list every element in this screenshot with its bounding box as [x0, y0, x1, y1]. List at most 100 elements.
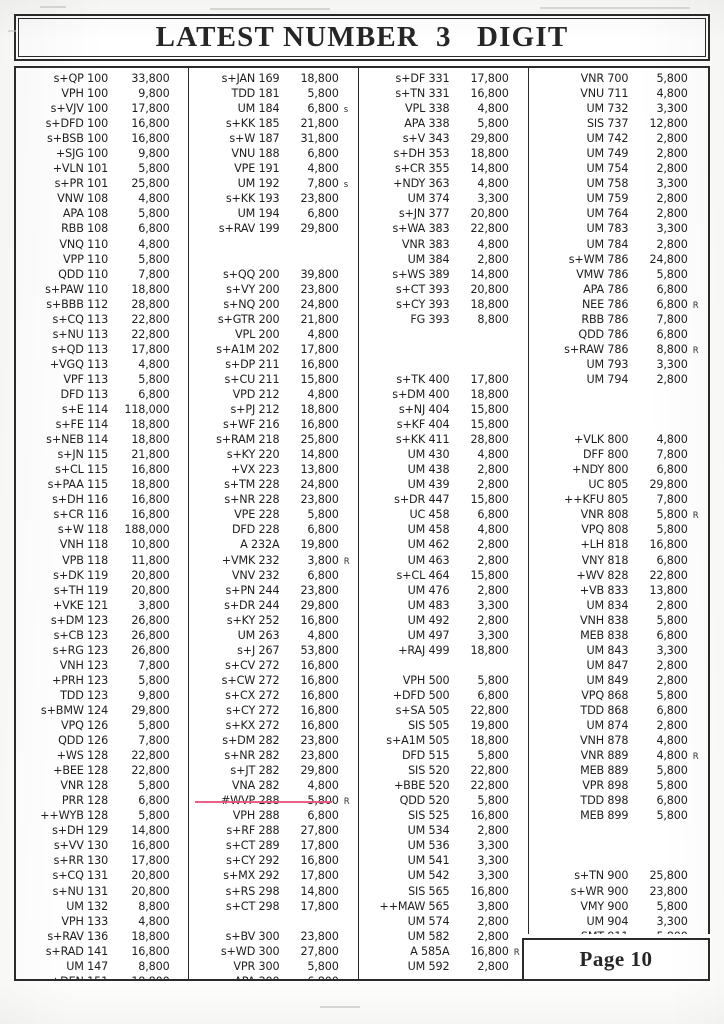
- table-row: s+CQ 131 20,800: [16, 868, 188, 883]
- row-amount: 5,800: [138, 207, 170, 221]
- row-amount: 16,800: [470, 884, 509, 898]
- row-amount: 25,800: [131, 177, 170, 191]
- row-code: UM 483: [407, 598, 450, 612]
- table-row: s+DH 129 14,800: [16, 823, 188, 838]
- row-amount: 22,800: [131, 764, 170, 778]
- row-code: +NDY 800: [572, 463, 629, 477]
- table-row: VPR 898 5,800: [529, 778, 708, 793]
- row-code: MEB 838: [580, 628, 629, 642]
- row-amount: 3,300: [477, 598, 509, 612]
- row-code: UM 263: [237, 628, 280, 642]
- table-row: SIS 565 16,800: [359, 884, 528, 899]
- row-amount: 20,800: [470, 282, 509, 296]
- row-code: DFD 113: [60, 387, 109, 401]
- row-amount: 7,800: [656, 493, 688, 507]
- table-row: s+NEB 114 18,800: [16, 432, 188, 447]
- table-row: s+TK 400 17,800: [359, 372, 528, 387]
- row-code: s+KK 411: [395, 433, 450, 447]
- row-code: +VGQ 113: [49, 357, 109, 371]
- row-amount: 23,800: [300, 749, 339, 763]
- row-code: UM 439: [407, 478, 450, 492]
- scan-speck: [320, 1006, 360, 1008]
- table-row: VPH 500 5,800: [359, 673, 528, 688]
- row-amount: 5,800: [307, 794, 339, 808]
- row-amount: 5,800: [138, 809, 170, 823]
- table-row: VPL 338 4,800: [359, 101, 528, 116]
- row-amount: 18,800: [470, 297, 509, 311]
- row-amount: 16,800: [300, 418, 339, 432]
- table-row: s+CV 272 16,800: [189, 658, 358, 673]
- table-row: s+PN 244 23,800: [189, 583, 358, 598]
- row-amount: 3,300: [656, 222, 688, 236]
- row-amount: 39,800: [300, 267, 339, 281]
- row-amount: 14,800: [131, 824, 170, 838]
- row-code: UM 438: [407, 463, 450, 477]
- row-amount: 6,800: [477, 688, 509, 702]
- table-row: s+KF 404 15,800: [359, 417, 528, 432]
- row-code: s+RS 298: [225, 884, 280, 898]
- row-amount: 24,800: [300, 478, 339, 492]
- table-row: s+CR 355 14,800: [359, 161, 528, 176]
- table-row: DFD 113 6,800: [16, 387, 188, 402]
- table-row: SIS 525 16,800: [359, 808, 528, 823]
- row-amount: 4,800: [307, 779, 339, 793]
- row-code: s+NEB 114: [46, 433, 109, 447]
- row-code: s+RAM 218: [216, 433, 280, 447]
- row-amount: 17,800: [131, 854, 170, 868]
- scan-speck: [8, 30, 16, 32]
- table-row: TDD 868 6,800: [529, 703, 708, 718]
- table-row-spacer: [529, 823, 708, 838]
- row-code: s+QQ 200: [222, 267, 280, 281]
- row-code: VPH 500: [402, 673, 450, 687]
- table-row: s+JN 115 21,800: [16, 447, 188, 462]
- table-row: s+BBB 112 28,800: [16, 297, 188, 312]
- row-code: VPE 228: [234, 508, 280, 522]
- row-amount: 31,800: [300, 132, 339, 146]
- row-amount: 16,800: [131, 132, 170, 146]
- row-amount: 5,800: [477, 117, 509, 131]
- row-code: s+FE 114: [55, 418, 109, 432]
- table-row-spacer: [359, 342, 528, 357]
- row-flag: s: [343, 180, 349, 191]
- table-row: #WVP 288 5,800 R: [189, 793, 358, 808]
- row-code: UC 805: [588, 478, 629, 492]
- row-code: s+CV 272: [225, 658, 280, 672]
- table-row: s+SA 505 22,800: [359, 703, 528, 718]
- table-row: s+QP 100 33,800: [16, 71, 188, 86]
- row-amount: 24,800: [649, 252, 688, 266]
- table-row: VPL 200 4,800: [189, 327, 358, 342]
- table-row: VNA 282 4,800: [189, 778, 358, 793]
- table-row: TDD 123 9,800: [16, 688, 188, 703]
- row-amount: 26,800: [131, 613, 170, 627]
- row-amount: 6,800: [307, 207, 339, 221]
- row-code: UM 794: [586, 372, 629, 386]
- table-row: s+DM 400 18,800: [359, 387, 528, 402]
- row-amount: 9,800: [138, 87, 170, 101]
- row-code: s+QP 100: [53, 72, 109, 85]
- row-code: VPE 191: [234, 162, 280, 176]
- row-code: VPP 110: [63, 252, 109, 266]
- row-code: s+CU 211: [224, 372, 280, 386]
- row-code: VNH 838: [580, 613, 629, 627]
- table-row: s+PR 101 25,800: [16, 176, 188, 191]
- table-row: VPE 191 4,800: [189, 161, 358, 176]
- row-amount: 3,300: [656, 914, 688, 928]
- row-code: s+PR 101: [54, 177, 109, 191]
- table-row: UM 263 4,800: [189, 628, 358, 643]
- row-code: VPF 113: [63, 372, 109, 386]
- row-code: +DEN 151: [16, 974, 112, 979]
- table-row: QDD 520 5,800: [359, 793, 528, 808]
- row-code: s+TM 228: [224, 478, 280, 492]
- table-row: s+PAA 115 18,800: [16, 477, 188, 492]
- table-row-spacer: [359, 327, 528, 342]
- row-code: +BEE 128: [53, 764, 109, 778]
- row-code: s+W 118: [57, 523, 109, 537]
- page-title: LATEST NUMBER 3 DIGIT: [155, 21, 569, 53]
- row-amount: 22,800: [649, 568, 688, 582]
- table-row: s+KK 193 23,800: [189, 191, 358, 206]
- row-code: s+WR 900: [570, 884, 629, 898]
- row-amount: 3,300: [477, 854, 509, 868]
- row-code: UM 732: [586, 102, 629, 116]
- row-amount: 5,800: [138, 162, 170, 176]
- table-row: s+WR 900 23,800: [529, 884, 708, 899]
